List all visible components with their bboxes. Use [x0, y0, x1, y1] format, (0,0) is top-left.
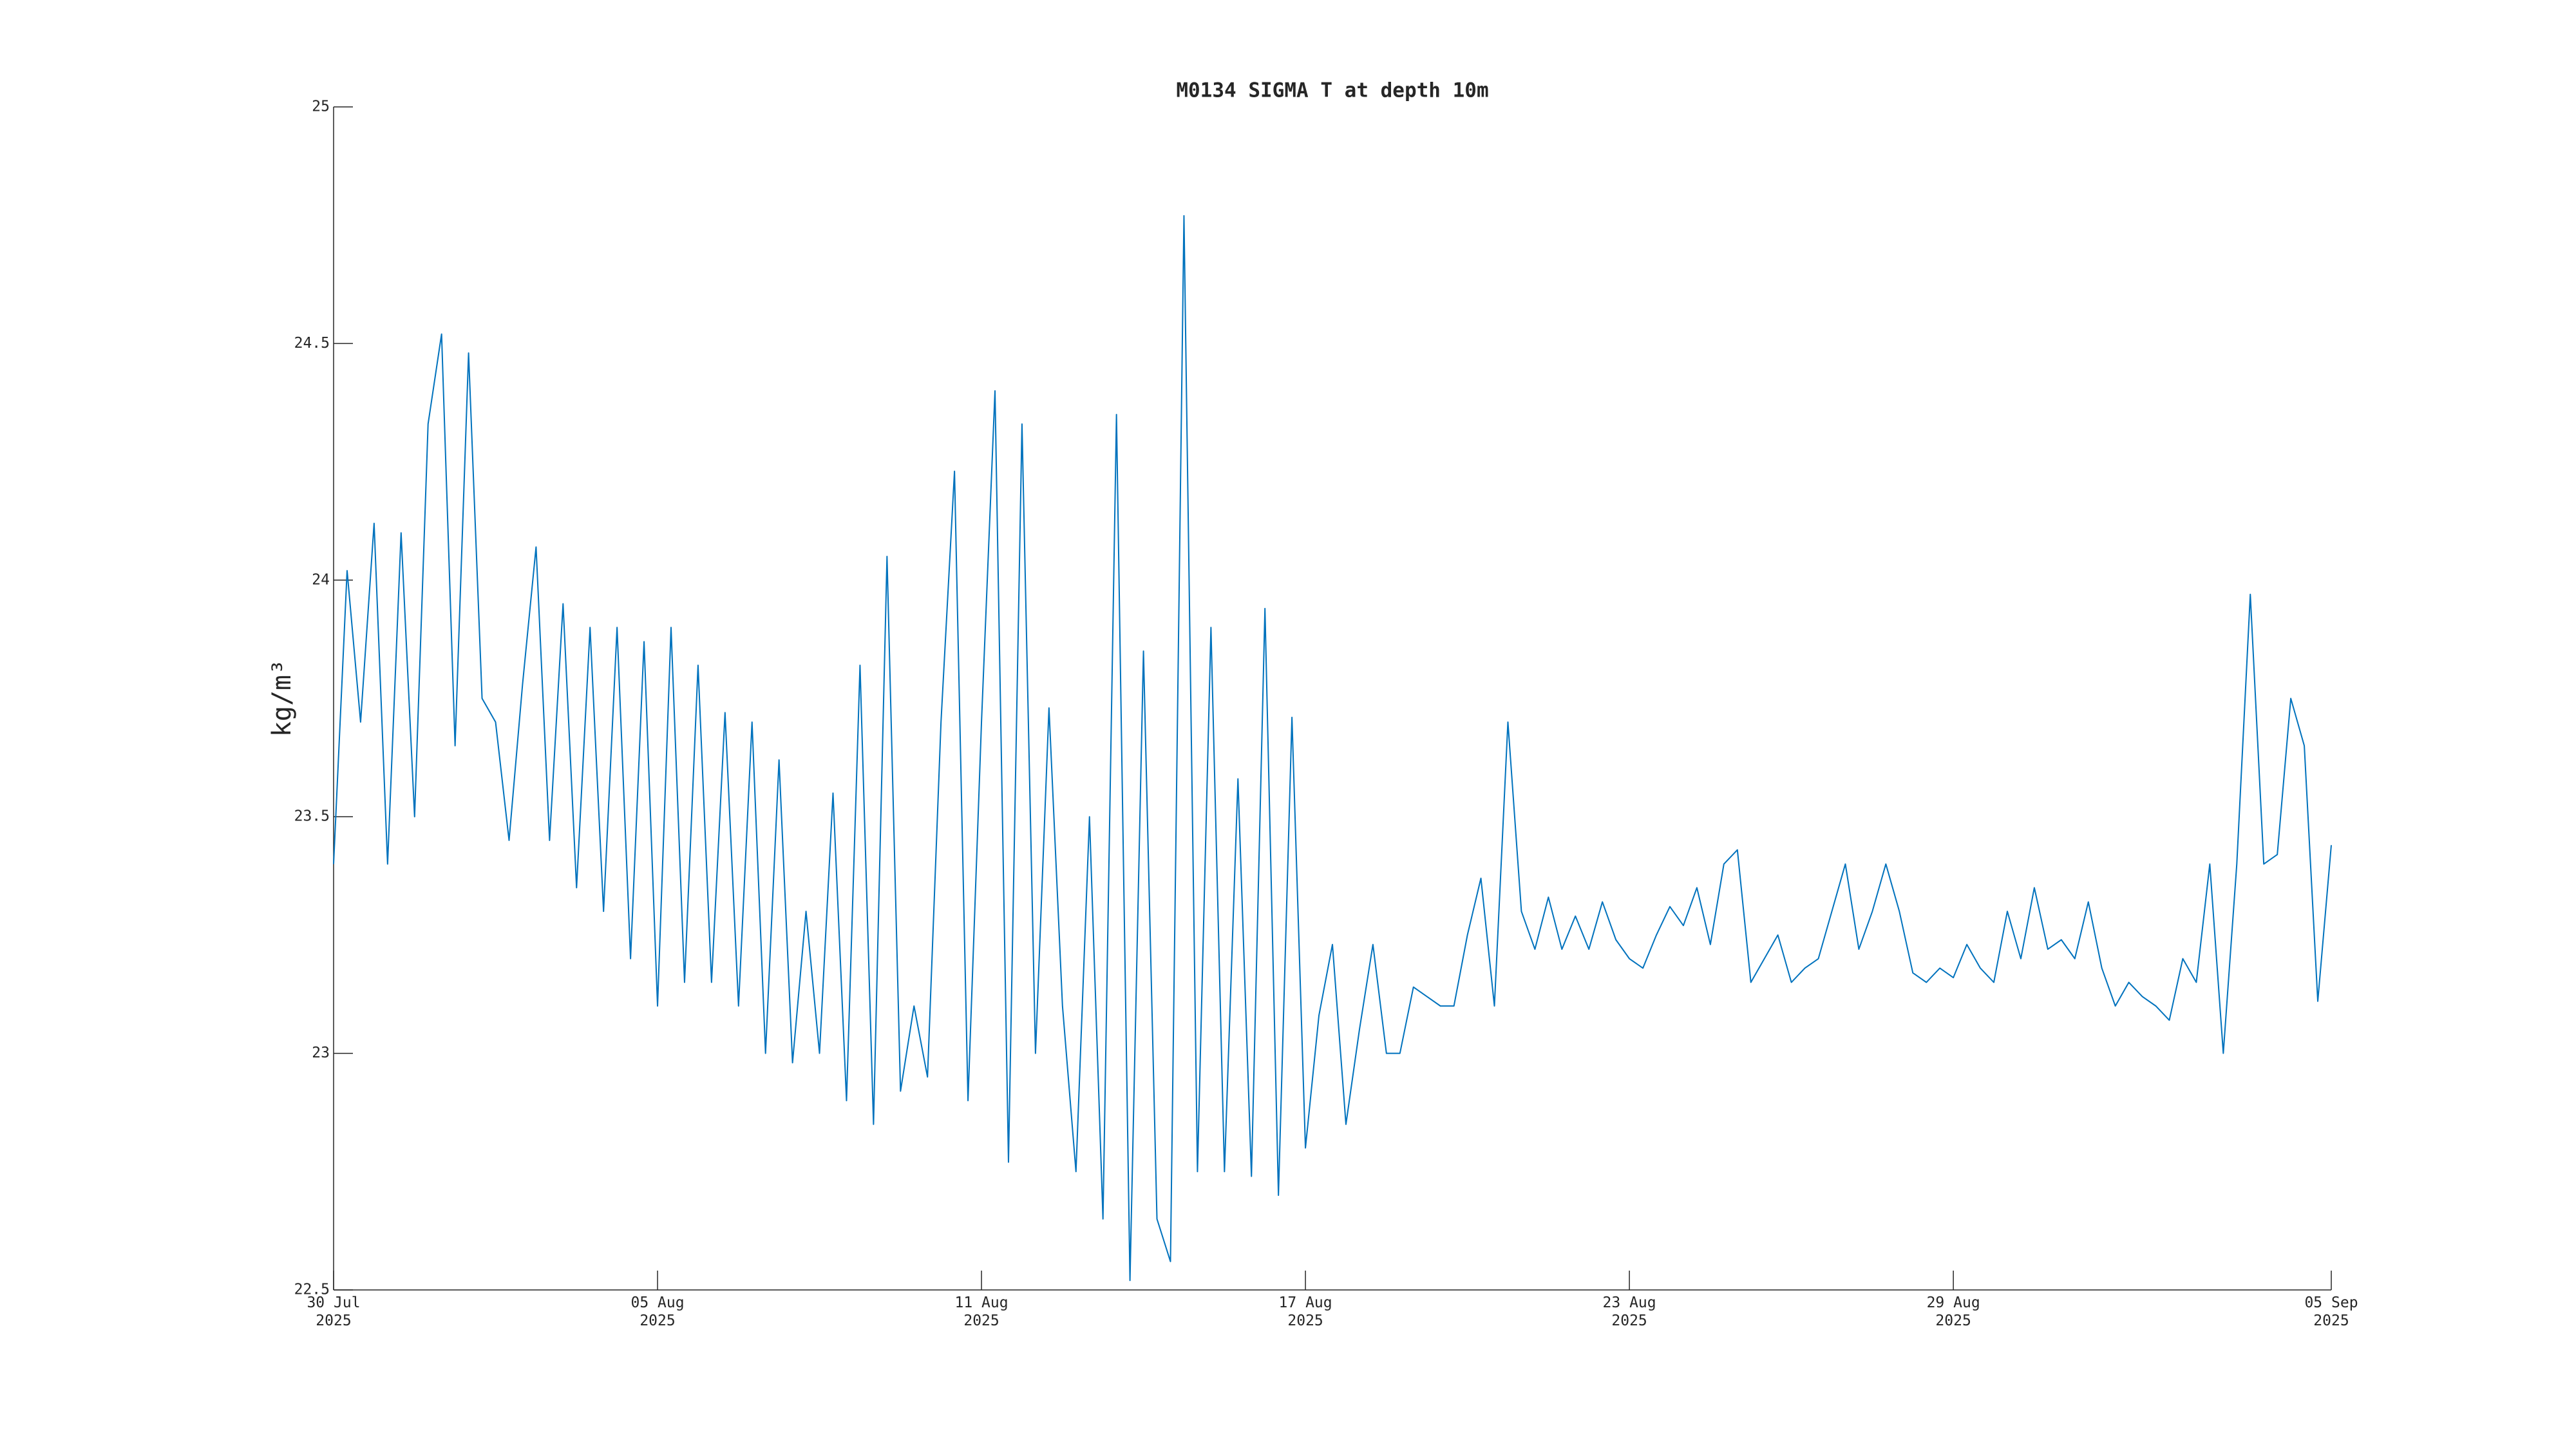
- y-tick-label: 24.5: [294, 335, 330, 352]
- data-line: [333, 215, 2332, 1282]
- x-tick-label: 05 Sep 2025: [2304, 1294, 2358, 1329]
- x-tick-label: 30 Jul 2025: [307, 1294, 361, 1329]
- y-tick-label: 24: [312, 571, 330, 588]
- y-axis-label: kg/m³: [267, 659, 297, 737]
- y-tick-label: 23: [312, 1045, 330, 1061]
- chart-title: M0134 SIGMA T at depth 10m: [1176, 79, 1488, 102]
- x-tick-label: 29 Aug 2025: [1926, 1294, 1980, 1329]
- y-tick-label: 22.5: [294, 1282, 330, 1298]
- x-tick-label: 11 Aug 2025: [954, 1294, 1009, 1329]
- x-tick-label: 23 Aug 2025: [1602, 1294, 1656, 1329]
- x-tick-label: 05 Aug 2025: [630, 1294, 685, 1329]
- y-tick-label: 23.5: [294, 808, 330, 825]
- x-tick-label: 17 Aug 2025: [1278, 1294, 1332, 1329]
- y-tick-label: 25: [312, 99, 330, 115]
